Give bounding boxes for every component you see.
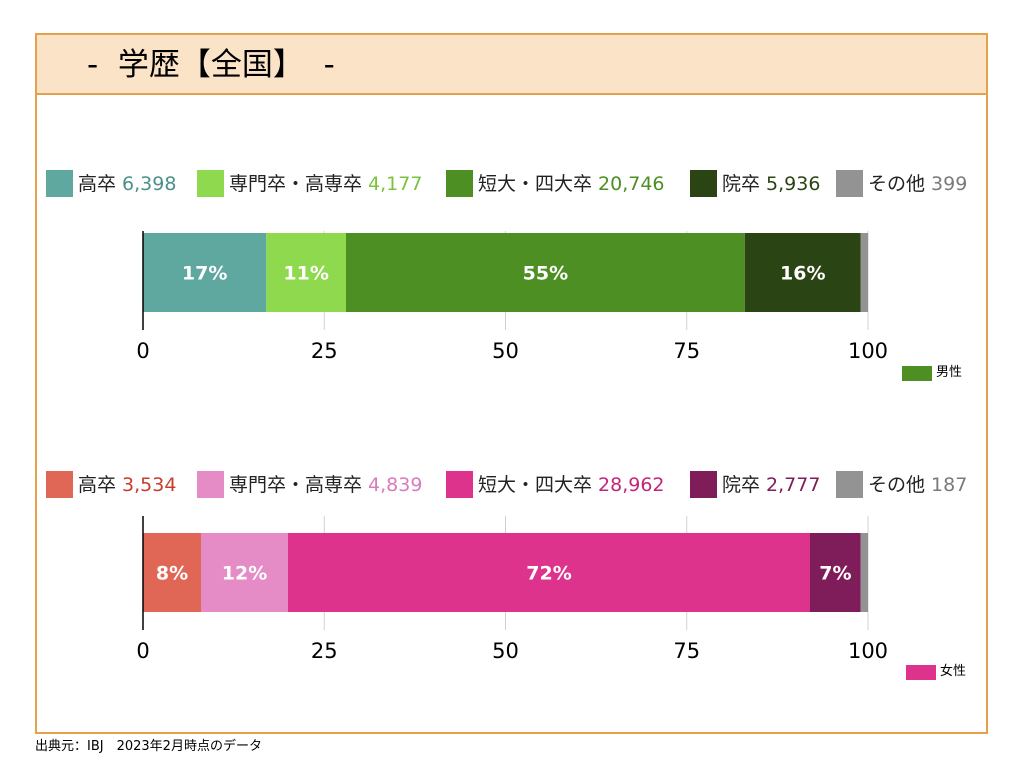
bar-segment-4 xyxy=(860,233,868,312)
legend-male: 高卒 6,398 専門卒・高専卒 4,177 短大・四大卒 20,746 院卒 5,93… xyxy=(46,170,986,198)
legend-swatch xyxy=(46,170,73,197)
x-tick-label: 25 xyxy=(311,339,338,363)
sex-legend-male: 男性 xyxy=(902,365,992,382)
legend-swatch xyxy=(836,471,863,498)
bar-segment-1 xyxy=(201,533,288,612)
legend-series-name: 高卒 xyxy=(78,474,117,496)
x-tick-label: 75 xyxy=(673,639,700,663)
legend-female: 高卒 3,534 専門卒・高専卒 4,839 短大・四大卒 28,962 院卒 2,77… xyxy=(46,471,986,499)
sex-legend-swatch xyxy=(902,366,932,381)
legend-series-name: 短大・四大卒 xyxy=(478,173,593,195)
legend-series-count: 399 xyxy=(931,173,968,195)
legend-swatch xyxy=(690,170,717,197)
legend-series-name: 院卒 xyxy=(722,474,761,496)
legend-swatch xyxy=(197,471,224,498)
page-title: - 学歴【全国】 - xyxy=(87,47,335,83)
legend-series-name: 専門卒・高専卒 xyxy=(229,474,363,496)
x-tick-label: 25 xyxy=(311,639,338,663)
legend-series-count: 187 xyxy=(931,474,968,496)
legend-series-name: その他 xyxy=(868,173,926,195)
legend-series-count: 4,177 xyxy=(368,173,423,195)
legend-series-count: 3,534 xyxy=(122,474,177,496)
legend-swatch xyxy=(197,170,224,197)
bar-data-label: 11% xyxy=(283,263,328,285)
legend-series-count: 28,962 xyxy=(598,474,665,496)
bar-segment-0 xyxy=(143,533,201,612)
chart-0: 17% 11% 55% 16% 0 25 50 75 100 xyxy=(136,231,888,363)
bar-segment-3 xyxy=(810,533,861,612)
bar-data-label: 17% xyxy=(182,263,227,285)
legend-series-name: その他 xyxy=(868,474,926,496)
x-tick-label: 0 xyxy=(136,339,149,363)
legend-swatch xyxy=(836,170,863,197)
legend-series-count: 20,746 xyxy=(598,173,665,195)
title-band: - 学歴【全国】 - xyxy=(37,35,986,95)
chart-1: 8% 12% 72% 7% 0 25 50 75 100 xyxy=(136,516,888,663)
bar-segment-4 xyxy=(860,533,868,612)
x-tick-label: 0 xyxy=(136,639,149,663)
bar-segment-2 xyxy=(288,533,810,612)
legend-swatch xyxy=(46,471,73,498)
x-tick-label: 50 xyxy=(492,639,519,663)
legend-series-count: 5,936 xyxy=(766,173,821,195)
legend-series-count: 2,777 xyxy=(766,474,821,496)
legend-swatch xyxy=(690,471,717,498)
legend-series-count: 4,839 xyxy=(368,474,423,496)
source-note: 出典元：IBJ 2023年2月時点のデータ xyxy=(35,739,262,754)
bar-data-label: 55% xyxy=(523,263,568,285)
bar-segment-2 xyxy=(346,233,745,312)
legend-series-name: 院卒 xyxy=(722,173,761,195)
bar-data-label: 72% xyxy=(526,563,571,585)
legend-series-name: 高卒 xyxy=(78,173,117,195)
sex-legend-swatch xyxy=(906,665,936,680)
legend-swatch xyxy=(446,471,473,498)
bar-data-label: 7% xyxy=(819,563,851,585)
sex-legend-label: 男性 xyxy=(936,365,963,380)
bar-data-label: 16% xyxy=(780,263,825,285)
bar-data-label: 12% xyxy=(222,563,267,585)
x-tick-label: 100 xyxy=(848,339,888,363)
x-tick-label: 100 xyxy=(848,639,888,663)
bar-segment-0 xyxy=(143,233,267,312)
legend-series-name: 専門卒・高専卒 xyxy=(229,173,363,195)
sex-legend-female: 女性 xyxy=(906,664,996,681)
legend-series-name: 短大・四大卒 xyxy=(478,474,593,496)
legend-series-count: 6,398 xyxy=(122,173,177,195)
legend-swatch xyxy=(446,170,473,197)
sex-legend-label: 女性 xyxy=(940,664,967,679)
x-tick-label: 50 xyxy=(492,339,519,363)
bar-segment-1 xyxy=(266,233,346,312)
chart-frame: - 学歴【全国】 - xyxy=(35,33,988,734)
bar-data-label: 8% xyxy=(156,563,188,585)
bar-segment-3 xyxy=(744,233,861,312)
x-tick-label: 75 xyxy=(673,339,700,363)
